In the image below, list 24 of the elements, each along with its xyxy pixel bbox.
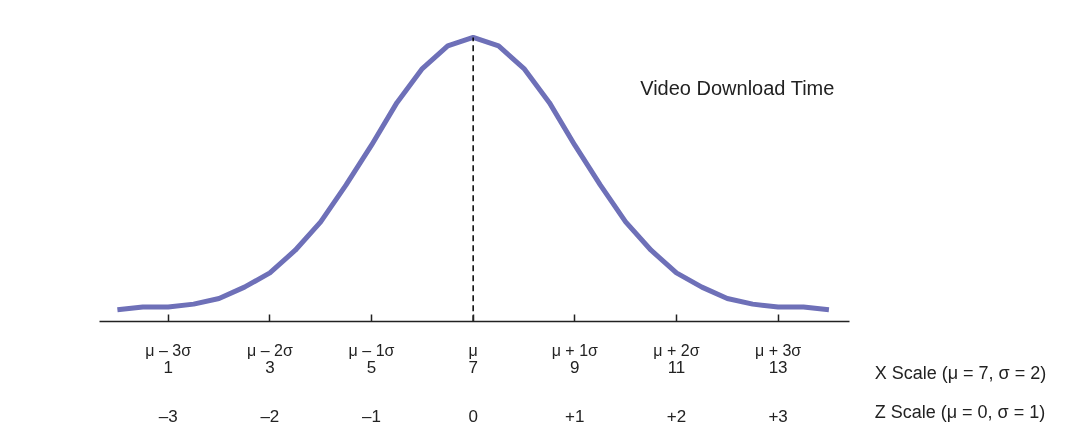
x2-tick-label: –3 (158, 407, 178, 427)
text: μ (468, 341, 478, 359)
x2-tick-label: +1 (565, 407, 585, 427)
text: μ – 1σ (348, 341, 395, 359)
text: μ + 1σ (551, 341, 599, 359)
x2-axis-title: Z Scale (μ = 0, σ = 1) (874, 401, 1046, 422)
x2-tick-label: 0 (468, 407, 478, 427)
x-tick-label: 11 (667, 358, 686, 378)
text: μ + 3σ (754, 341, 802, 359)
x2-tick-label: +3 (768, 407, 788, 427)
text: μ + 2σ (653, 341, 700, 359)
text: μ – 2σ (246, 341, 293, 359)
text: μ – 3σ (145, 341, 192, 359)
x-axis-title: X Scale (μ = 7, σ = 2) (874, 363, 1047, 384)
x-tick-label: 13 (768, 358, 788, 378)
x2-tick-label: –2 (260, 407, 280, 427)
x-tick-label: 9 (570, 358, 580, 378)
x2-tick-label: –1 (362, 407, 381, 427)
x-tick-label: 7 (468, 358, 478, 378)
x2-tick-label: +2 (666, 407, 687, 427)
x-tick-label: 1 (163, 358, 173, 378)
text: Video Download Time (640, 77, 835, 100)
x-tick-label: 3 (265, 358, 275, 378)
x-tick-label: 5 (366, 358, 377, 378)
